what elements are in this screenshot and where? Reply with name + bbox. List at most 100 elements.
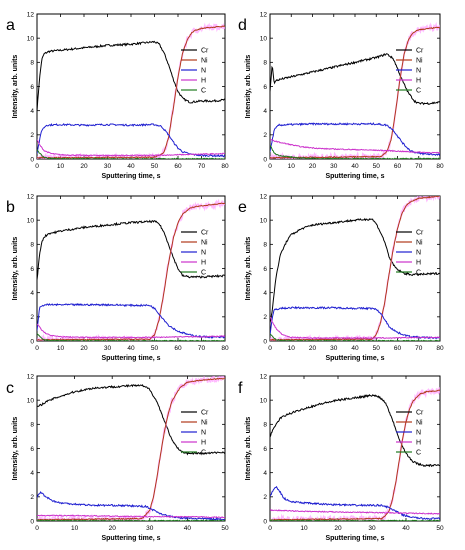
x-axis-label: Sputtering time, s [101, 355, 160, 362]
x-tick-label: 30 [368, 525, 376, 532]
x-tick-label: 30 [330, 163, 338, 170]
legend-label-Ni: Ni [201, 240, 208, 247]
x-tick-label: 50 [436, 525, 444, 532]
series-line-N [37, 490, 225, 521]
x-tick-label: 40 [127, 345, 135, 352]
x-axis-label: Sputtering time, s [101, 535, 160, 542]
y-axis-label: Intensity, arb. units [245, 55, 252, 119]
series-line-C [270, 144, 440, 159]
series-line-Cr [270, 394, 440, 468]
y-tick-label: 12 [260, 11, 268, 18]
x-tick-label: 80 [221, 345, 229, 352]
x-tick-label: 10 [300, 525, 308, 532]
x-tick-label: 0 [268, 163, 272, 170]
y-axis-label: Intensity, arb. units [12, 55, 19, 119]
y-axis-label: Intensity, arb. units [245, 417, 252, 481]
x-tick-label: 10 [288, 345, 296, 352]
y-tick-label: 12 [27, 11, 35, 18]
y-tick-label: 2 [263, 494, 267, 501]
y-tick-label: 10 [260, 35, 268, 42]
panel-letter: c [6, 380, 14, 397]
y-tick-label: 2 [263, 314, 267, 321]
panel-b: b 0 10 20 30 40 50 60 70 80 0 2 4 6 8 10 12 Sputtering ti… [6, 193, 229, 362]
x-tick-label: 30 [330, 345, 338, 352]
y-tick-label: 0 [30, 338, 34, 345]
legend-label-Ni: Ni [416, 420, 423, 427]
y-tick-label: 2 [30, 494, 34, 501]
series-line-Cr [37, 383, 225, 456]
legend-label-Cr: Cr [201, 230, 209, 237]
x-tick-label: 60 [174, 345, 182, 352]
panel-d: d 0 10 20 30 40 50 60 70 80 0 2 4 6 8 10 12 Sputtering ti… [238, 11, 444, 180]
panel-c: c 0 10 20 30 40 50 0 2 4 6 8 10 12 Sputtering time, s I… [6, 373, 229, 542]
y-tick-label: 4 [30, 290, 34, 297]
legend-label-Cr: Cr [201, 410, 209, 417]
x-tick-label: 70 [198, 345, 206, 352]
series-line-Cr [37, 40, 225, 112]
panel-a: a 0 10 20 30 40 50 60 70 80 0 2 4 6 8 10 12 Sputtering ti… [6, 11, 229, 180]
x-tick-label: 30 [146, 525, 154, 532]
legend-label-Ni: Ni [416, 58, 423, 65]
series-line-C [270, 333, 440, 341]
y-tick-label: 8 [30, 422, 34, 429]
x-tick-label: 50 [221, 525, 229, 532]
series-line-Ni [37, 202, 225, 341]
x-tick-label: 30 [104, 345, 112, 352]
y-tick-label: 4 [263, 108, 267, 115]
x-tick-label: 50 [151, 345, 159, 352]
y-tick-label: 10 [260, 217, 268, 224]
y-tick-label: 4 [263, 290, 267, 297]
legend-label-C: C [416, 450, 421, 457]
legend-label-H: H [201, 440, 206, 447]
y-tick-label: 6 [30, 446, 34, 453]
series-line-N [270, 122, 440, 157]
x-tick-label: 60 [394, 345, 402, 352]
x-tick-label: 50 [373, 163, 381, 170]
x-tick-label: 20 [309, 345, 317, 352]
x-axis-label: Sputtering time, s [101, 173, 160, 180]
series-line-Cr [270, 53, 440, 106]
legend-label-N: N [416, 430, 421, 437]
x-tick-label: 70 [415, 345, 423, 352]
y-tick-label: 0 [263, 156, 267, 163]
y-tick-label: 6 [30, 84, 34, 91]
legend-label-N: N [201, 430, 206, 437]
y-tick-label: 12 [27, 193, 35, 200]
legend-label-C: C [201, 88, 206, 95]
x-tick-label: 10 [57, 163, 65, 170]
x-tick-label: 40 [184, 525, 192, 532]
legend-label-Cr: Cr [416, 410, 424, 417]
y-tick-label: 6 [263, 84, 267, 91]
x-tick-label: 0 [35, 163, 39, 170]
x-axis-label: Sputtering time, s [325, 355, 384, 362]
y-axis-label: Intensity, arb. units [12, 417, 19, 481]
legend-label-N: N [201, 68, 206, 75]
series-line-Ni [270, 389, 440, 521]
legend-label-H: H [201, 78, 206, 85]
legend-label-H: H [416, 78, 421, 85]
x-tick-label: 40 [127, 163, 135, 170]
y-tick-label: 0 [263, 338, 267, 345]
x-tick-label: 70 [198, 163, 206, 170]
y-tick-label: 12 [27, 373, 35, 380]
panel-e: e 0 10 20 30 40 50 60 70 80 0 2 4 6 8 10 12 Sputtering ti… [238, 193, 444, 362]
x-axis-label: Sputtering time, s [325, 535, 384, 542]
series-line-Cr [270, 217, 440, 323]
panel-letter: b [6, 199, 15, 216]
legend-label-N: N [201, 250, 206, 257]
x-tick-label: 80 [436, 163, 444, 170]
x-tick-label: 20 [80, 345, 88, 352]
y-tick-label: 8 [30, 60, 34, 67]
x-tick-label: 40 [402, 525, 410, 532]
series-line-C [37, 519, 225, 521]
x-tick-label: 20 [309, 163, 317, 170]
y-tick-label: 2 [30, 314, 34, 321]
series-line-H [37, 323, 225, 339]
x-tick-label: 30 [104, 163, 112, 170]
y-axis-label: Intensity, arb. units [245, 237, 252, 301]
legend-label-Ni: Ni [416, 240, 423, 247]
x-tick-label: 60 [174, 163, 182, 170]
y-tick-label: 6 [30, 266, 34, 273]
x-tick-label: 80 [221, 163, 229, 170]
series-line-Ni [37, 377, 225, 521]
